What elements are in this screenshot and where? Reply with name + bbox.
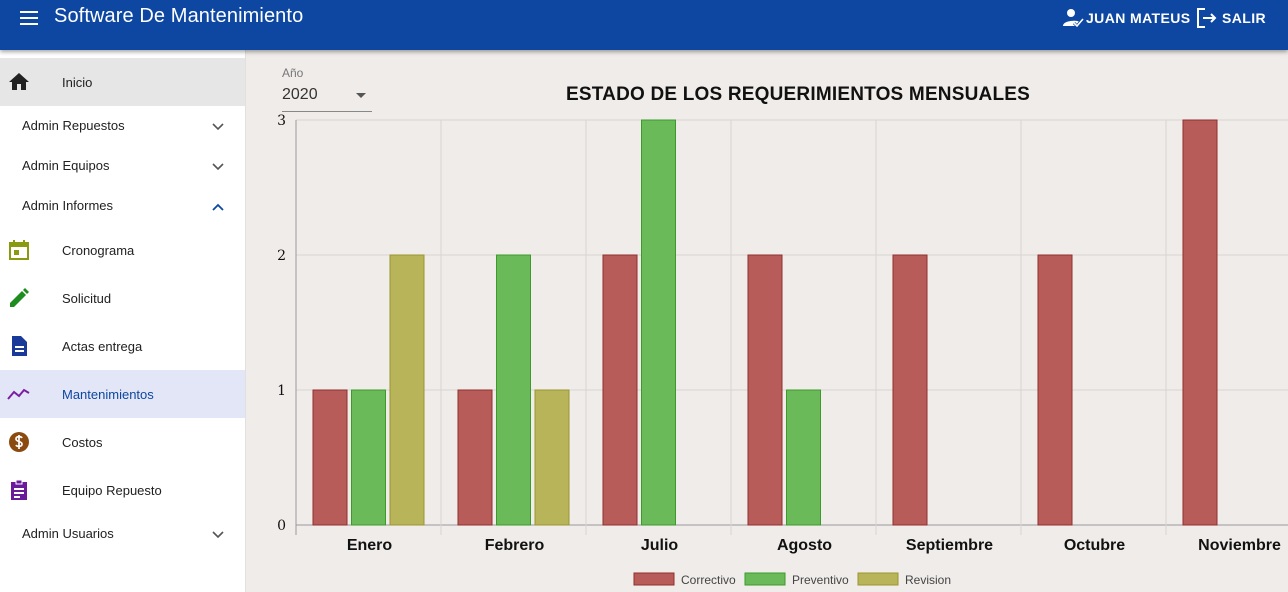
y-tick-label: 2 <box>277 248 286 264</box>
user-name: JUAN MATEUS <box>1086 10 1191 26</box>
chevron-up-icon <box>212 203 224 211</box>
y-tick-label: 1 <box>277 383 286 399</box>
sidebar-item-label: Inicio <box>62 74 93 90</box>
x-tick-label: Noviembre <box>1198 537 1281 554</box>
user-button[interactable]: JUAN MATEUS <box>1062 8 1190 28</box>
bar-correctivo <box>602 254 638 526</box>
bar-correctivo <box>312 389 348 526</box>
document-icon <box>12 336 27 356</box>
bar-preventivo <box>496 254 531 526</box>
sidebar-group-admin-repuestos[interactable]: Admin Repuestos <box>0 106 245 146</box>
legend-label: Revision <box>905 573 951 587</box>
bar-correctivo <box>1037 254 1073 526</box>
sidebar-group-admin-informes[interactable]: Admin Informes <box>0 186 245 226</box>
x-tick-label: Septiembre <box>906 537 993 554</box>
y-tick-label: 0 <box>277 518 286 534</box>
x-tick-label: Agosto <box>777 537 832 554</box>
sidebar-group-admin-equipos[interactable]: Admin Equipos <box>0 146 245 186</box>
sidebar-group-admin-usuarios[interactable]: Admin Usuarios <box>0 514 245 554</box>
pencil-icon <box>10 288 29 307</box>
year-select-value: 2020 <box>282 86 318 103</box>
dollar-icon <box>9 432 29 452</box>
bar-revision <box>534 389 570 526</box>
sidebar-item-label: Actas entrega <box>62 338 143 354</box>
clipboard-icon <box>11 479 27 500</box>
caret-down-icon <box>356 93 366 98</box>
sidebar-group-label: Admin Usuarios <box>22 526 114 541</box>
calendar-icon <box>9 240 29 260</box>
legend-label: Preventivo <box>792 573 849 587</box>
legend-label: Correctivo <box>681 573 736 587</box>
sidebar-item-label: Solicitud <box>62 290 112 306</box>
year-select[interactable]: Año 2020 <box>282 66 372 112</box>
year-select-underline <box>282 111 372 112</box>
sidebar-group-label: Admin Equipos <box>22 158 110 173</box>
y-tick-label: 3 <box>277 113 286 129</box>
user-check-icon <box>1063 9 1084 28</box>
sidebar-item-actas-entrega[interactable]: Actas entrega <box>0 322 245 370</box>
chevron-down-icon <box>212 163 224 171</box>
x-tick-label: Enero <box>347 537 393 554</box>
legend-swatch <box>744 572 786 586</box>
sidebar-item-costos[interactable]: Costos <box>0 418 245 466</box>
trending-icon <box>7 388 30 400</box>
bar-preventivo <box>641 119 676 526</box>
sidebar-item-label: Cronograma <box>62 242 135 258</box>
logout-button[interactable]: SALIR <box>1196 7 1266 29</box>
sidebar-item-mantenimientos[interactable]: Mantenimientos <box>0 370 245 418</box>
legend-swatch <box>633 572 675 586</box>
logout-label: SALIR <box>1222 10 1266 26</box>
sidebar-item-label: Equipo Repuesto <box>62 482 162 498</box>
chevron-down-icon <box>212 531 224 539</box>
bar-preventivo <box>786 389 821 526</box>
top-app-bar: Software De Mantenimiento JUAN MATEUS SA… <box>0 0 1288 50</box>
sidebar-item-equipo-repuesto[interactable]: Equipo Repuesto <box>0 466 245 514</box>
bar-revision <box>389 254 425 526</box>
chart-title: ESTADO DE LOS REQUERIMIENTOS MENSUALES <box>566 84 1030 105</box>
menu-icon[interactable] <box>18 8 42 28</box>
chevron-down-icon <box>212 123 224 131</box>
sidebar-item-label: Mantenimientos <box>62 386 154 402</box>
sidebar: Inicio Admin Repuestos Admin Equipos Adm… <box>0 50 246 592</box>
bar-correctivo <box>1182 119 1218 526</box>
sidebar-item-label: Costos <box>62 434 103 450</box>
sidebar-group-label: Admin Informes <box>22 198 114 213</box>
logout-icon <box>1197 8 1217 28</box>
x-tick-label: Julio <box>641 537 679 554</box>
x-tick-label: Febrero <box>485 537 545 554</box>
app-title: Software De Mantenimiento <box>54 5 304 27</box>
bar-correctivo <box>457 389 493 526</box>
bar-preventivo <box>351 389 386 526</box>
x-tick-label: Octubre <box>1064 537 1125 554</box>
sidebar-item-solicitud[interactable]: Solicitud <box>0 274 245 322</box>
bar-chart: 0 1 2 3 Enero Febrero Julio Agosto Septiembre Oct… <box>277 113 1288 587</box>
year-select-label: Año <box>282 66 304 80</box>
sidebar-item-inicio[interactable]: Inicio <box>0 58 245 106</box>
sidebar-item-cronograma[interactable]: Cronograma <box>0 226 245 274</box>
sidebar-group-label: Admin Repuestos <box>22 118 125 133</box>
home-icon <box>9 73 29 90</box>
bar-correctivo <box>892 254 928 526</box>
bar-correctivo <box>747 254 783 526</box>
legend-swatch <box>857 572 899 586</box>
